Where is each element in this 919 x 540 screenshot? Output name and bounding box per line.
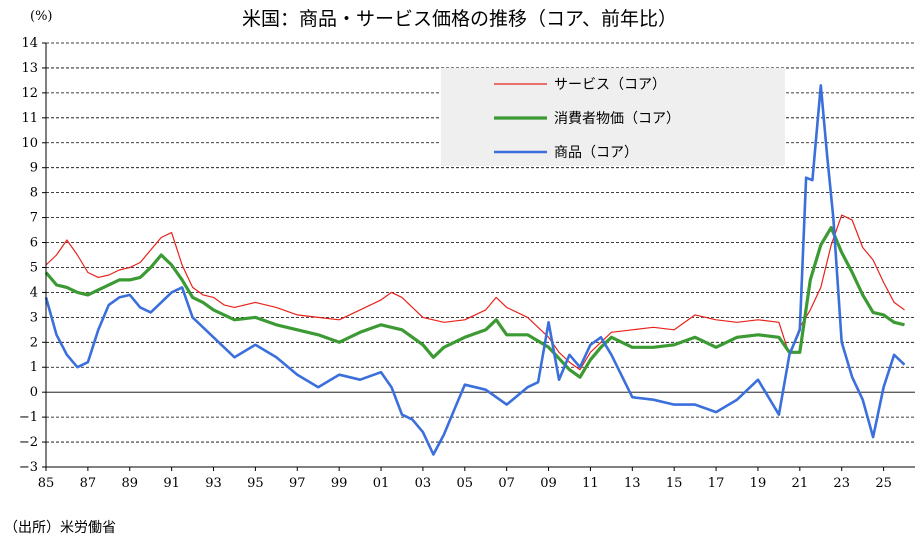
- y-tick-label: −2: [19, 435, 38, 450]
- x-tick-label: 91: [163, 476, 180, 491]
- x-tick-label: 13: [624, 476, 641, 491]
- goods-series-line: [44, 84, 906, 456]
- y-tick-label: −3: [19, 460, 38, 475]
- y-tick-label: 13: [21, 61, 38, 76]
- x-tick-label: 93: [205, 476, 222, 491]
- legend-item-services-label: サービス（コア）: [554, 77, 666, 93]
- x-tick-label: 05: [457, 476, 474, 491]
- grid-lines: [46, 42, 915, 443]
- x-tick-label: 23: [833, 476, 850, 491]
- x-tick-label: 11: [582, 476, 599, 491]
- axes: [45, 43, 915, 468]
- y-tick-label: 11: [21, 111, 38, 126]
- x-tick-label: 17: [708, 476, 725, 491]
- source-note: （出所）米労働省: [4, 520, 116, 536]
- x-tick-label: 99: [331, 476, 348, 491]
- y-axis-unit: (%): [30, 9, 53, 24]
- y-tick-label: 10: [21, 136, 38, 151]
- x-tick-label: 03: [415, 476, 432, 491]
- y-tick-label: 3: [30, 310, 38, 325]
- y-tick-label: 2: [30, 335, 38, 350]
- x-tick-label: 25: [875, 476, 892, 491]
- y-tick-label: 0: [30, 385, 38, 400]
- series-lines: [44, 84, 906, 456]
- y-tick-label: 8: [30, 186, 38, 201]
- x-tick-label: 21: [792, 476, 809, 491]
- y-tick-label: 6: [30, 236, 38, 251]
- x-tick-label: 01: [373, 476, 390, 491]
- legend-item-cpi-label: 消費者物価（コア）: [554, 111, 680, 127]
- y-tick-label: 9: [30, 161, 38, 176]
- y-tick-label: 1: [30, 360, 38, 375]
- x-axis-ticks: 85 87 89 91 93 95 97 99 01 03 05 07 09 11 13 15 17 19 21 23…: [38, 467, 892, 491]
- x-tick-label: 85: [38, 476, 55, 491]
- y-tick-label: 7: [30, 211, 38, 226]
- y-tick-label: 5: [30, 260, 38, 275]
- x-tick-label: 15: [666, 476, 683, 491]
- chart-title: 米国：商品・サービス価格の推移（コア、前年比）: [241, 8, 678, 30]
- x-tick-label: 09: [540, 476, 557, 491]
- x-tick-label: 87: [80, 476, 97, 491]
- y-tick-label: 12: [21, 86, 38, 101]
- x-tick-label: 89: [121, 476, 138, 491]
- legend-item-goods-label: 商品（コア）: [554, 145, 638, 161]
- x-tick-label: 19: [750, 476, 767, 491]
- y-tick-label: −1: [19, 410, 38, 425]
- x-tick-label: 95: [247, 476, 264, 491]
- y-tick-label: 4: [30, 285, 38, 300]
- services-series-line: [45, 214, 905, 371]
- x-tick-label: 97: [289, 476, 306, 491]
- legend: サービス（コア） 消費者物価（コア） 商品（コア）: [441, 68, 785, 166]
- y-tick-label: 14: [21, 36, 38, 51]
- x-tick-label: 07: [498, 476, 515, 491]
- cpi-series-line: [44, 226, 905, 379]
